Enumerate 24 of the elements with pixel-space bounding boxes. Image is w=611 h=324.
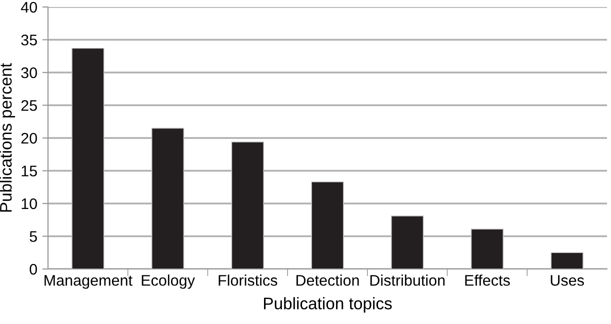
bar <box>470 228 504 269</box>
y-tick-label: 40 <box>20 2 37 13</box>
bar <box>311 181 344 269</box>
bar <box>550 252 584 269</box>
y-tick-label: 15 <box>22 166 37 176</box>
bar <box>390 216 424 269</box>
y-tick-label: 5 <box>30 231 37 242</box>
x-tick-label: Floristics <box>218 274 278 286</box>
x-tick-label: Uses <box>550 275 584 286</box>
x-axis-title: Publication topics <box>264 297 392 313</box>
y-tick-label: 35 <box>21 34 37 46</box>
x-tick-label: Management <box>44 275 132 289</box>
y-tick-label: 30 <box>21 67 37 78</box>
y-tick-label: 10 <box>22 198 37 210</box>
bar <box>151 128 184 269</box>
y-tick-label: 0 <box>30 264 37 275</box>
x-tick-label: Distribution <box>370 274 445 286</box>
x-tick-label: Ecology <box>142 274 195 289</box>
x-tick-label: Effects <box>465 274 510 286</box>
bar <box>72 48 104 269</box>
bar <box>231 142 264 269</box>
x-tick-label: Detection <box>296 274 359 286</box>
y-tick-label: 20 <box>21 132 37 144</box>
y-tick-label: 25 <box>21 100 37 111</box>
